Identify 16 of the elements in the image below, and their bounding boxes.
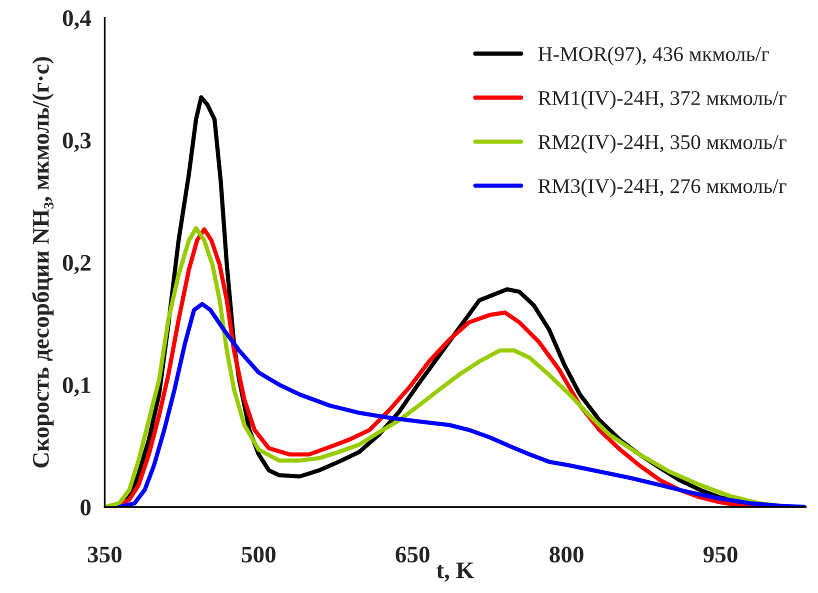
legend-label: H-MOR(97), 436 мкмоль/г — [538, 46, 770, 66]
x-tick-label: 950 — [703, 546, 738, 563]
x-tick-label: 650 — [396, 546, 430, 563]
legend-label: RM3(IV)-24H, 276 мкмоль/г — [538, 178, 786, 198]
y-tick-label: 0,2 — [62, 254, 90, 274]
x-tick-label: 350 — [88, 546, 122, 563]
legend-label: RM1(IV)-24H, 372 мкмоль/г — [538, 90, 786, 110]
y-tick-label: 0,1 — [62, 377, 90, 397]
y-axis-title: Скорость десорбции NH₃, мкмоль/(г·с) — [32, 57, 54, 468]
legend-label: RM2(IV)-24H, 350 мкмоль/г — [538, 134, 786, 154]
y-tick-label: 0,4 — [62, 10, 92, 30]
y-tick-label: 0 — [80, 500, 91, 516]
x-tick-label: 800 — [550, 546, 584, 563]
y-tick-label: 0,3 — [62, 132, 91, 152]
x-axis-title: t, K — [436, 562, 474, 582]
x-tick-label: 500 — [242, 546, 276, 563]
